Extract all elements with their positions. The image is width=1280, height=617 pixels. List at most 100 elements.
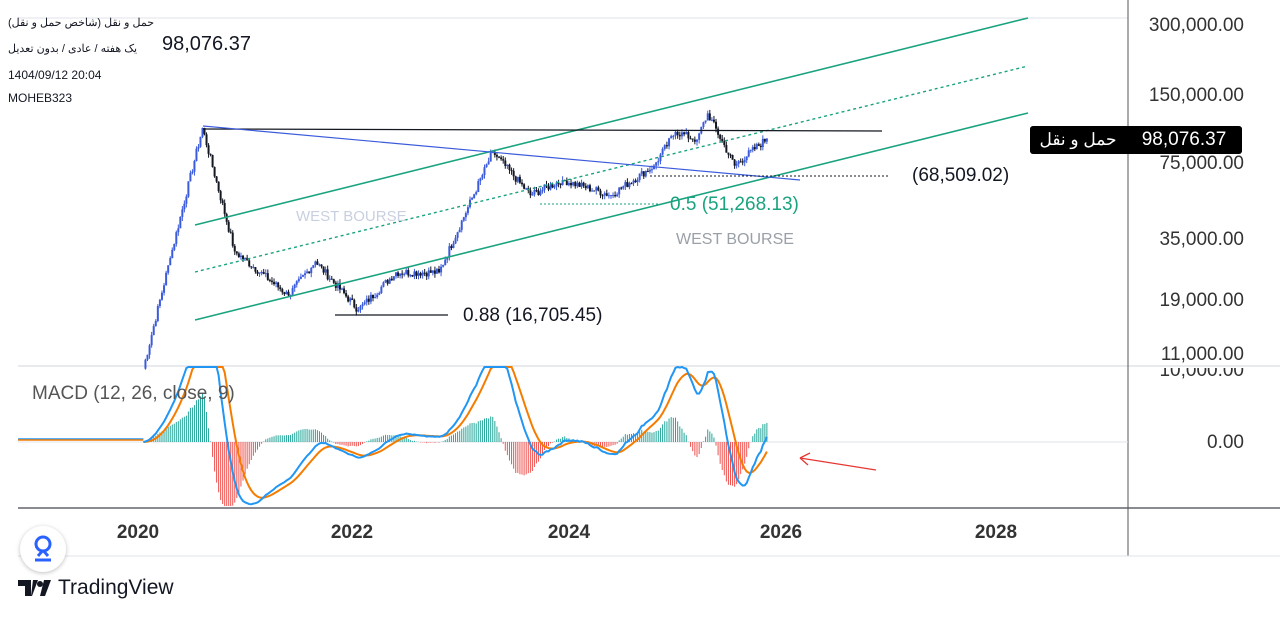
candle-body — [543, 184, 546, 190]
watermark: WEST BOURSE — [296, 208, 407, 225]
candle-body — [657, 161, 660, 163]
candle-body — [304, 273, 307, 276]
candle-body — [557, 182, 560, 184]
candle-body — [273, 281, 276, 285]
candle-body — [440, 266, 443, 273]
candle-body — [712, 119, 715, 122]
candle-body — [603, 193, 606, 196]
candle-body — [397, 272, 400, 276]
candle-body — [693, 139, 696, 142]
candle-body — [181, 209, 184, 217]
candle-body — [687, 132, 690, 139]
candle-body — [427, 270, 430, 277]
candle-body — [680, 132, 683, 137]
candle-body — [458, 229, 461, 233]
candle-body — [169, 258, 172, 266]
candle-body — [672, 135, 675, 137]
candle-body — [415, 271, 418, 276]
candle-body — [207, 145, 210, 154]
candle-body — [464, 213, 467, 218]
candle-body — [676, 131, 679, 135]
candle-body — [751, 147, 754, 151]
candle-body — [508, 164, 511, 171]
candle-body — [518, 176, 521, 183]
candle-body — [454, 237, 457, 244]
candle-body — [295, 281, 298, 285]
candle-body — [401, 273, 404, 275]
candle-body — [438, 268, 440, 273]
candle-body — [189, 172, 192, 182]
candle-body — [642, 171, 645, 177]
candle-body — [299, 276, 302, 279]
chart-settings: یک هفته / عادی / بدون تعدیل — [8, 43, 138, 55]
trend-line — [202, 125, 801, 181]
candle-body — [152, 326, 155, 336]
candle-body — [297, 278, 300, 282]
candle-body — [175, 232, 178, 244]
candle-body — [219, 191, 222, 201]
candle-body — [624, 182, 627, 187]
candle-body — [314, 261, 317, 266]
candle-body — [512, 170, 515, 177]
chart-author: MOHEB323 — [8, 91, 73, 105]
candle-body — [349, 298, 352, 302]
candle-body — [644, 170, 647, 177]
arrow-annotation — [799, 452, 877, 471]
candle-body — [179, 216, 182, 229]
candle-body — [601, 195, 604, 197]
candle-body — [165, 272, 168, 286]
candle-body — [361, 304, 364, 307]
candle-body — [262, 271, 265, 274]
candle-body — [632, 180, 635, 184]
candle-body — [248, 260, 251, 267]
candle-body — [689, 138, 692, 140]
candle-body — [270, 280, 273, 282]
candle-body — [254, 267, 257, 272]
candle-body — [365, 298, 368, 303]
candle-body — [495, 154, 498, 157]
candle-body — [725, 145, 728, 153]
candle-body — [510, 170, 513, 172]
candle-body — [753, 147, 756, 150]
channel-upper — [194, 17, 1029, 226]
candle-body — [158, 299, 161, 307]
tradingview-logo[interactable]: TradingView — [18, 576, 174, 600]
candle-body — [668, 138, 671, 147]
candle-body — [372, 294, 375, 299]
candle-body — [691, 138, 694, 140]
candle-body — [239, 255, 242, 258]
candle-body — [435, 268, 438, 274]
candle-body — [258, 272, 261, 274]
candle-body — [529, 190, 532, 196]
y-tick: 35,000.00 — [1159, 229, 1244, 250]
candle-body — [154, 321, 157, 327]
candle-body — [663, 145, 666, 149]
candle-body — [727, 152, 730, 155]
chart-datetime: 1404/09/12 20:04 — [8, 68, 102, 82]
candle-body — [376, 294, 379, 298]
watermark: WEST BOURSE — [676, 231, 794, 248]
candle-body — [442, 265, 445, 267]
candle-body — [477, 181, 480, 193]
candle-body — [233, 245, 236, 252]
candle-body — [462, 217, 465, 221]
candle-body — [199, 136, 202, 147]
candle-body — [739, 161, 742, 163]
candle-body — [289, 294, 292, 296]
candle-body — [177, 228, 180, 233]
candle-body — [765, 138, 768, 142]
pin-icon — [34, 535, 52, 562]
candle-body — [316, 261, 319, 265]
candle-body — [719, 134, 722, 139]
candle-body — [648, 169, 651, 172]
idea-pin-button[interactable] — [20, 526, 66, 572]
candle-body — [235, 251, 238, 254]
candle-body — [252, 267, 255, 269]
candle-body — [191, 171, 194, 173]
candle-body — [223, 202, 226, 215]
candle-body — [250, 266, 253, 268]
candle-body — [487, 161, 490, 165]
candle-body — [650, 169, 653, 171]
candle-body — [549, 184, 552, 190]
